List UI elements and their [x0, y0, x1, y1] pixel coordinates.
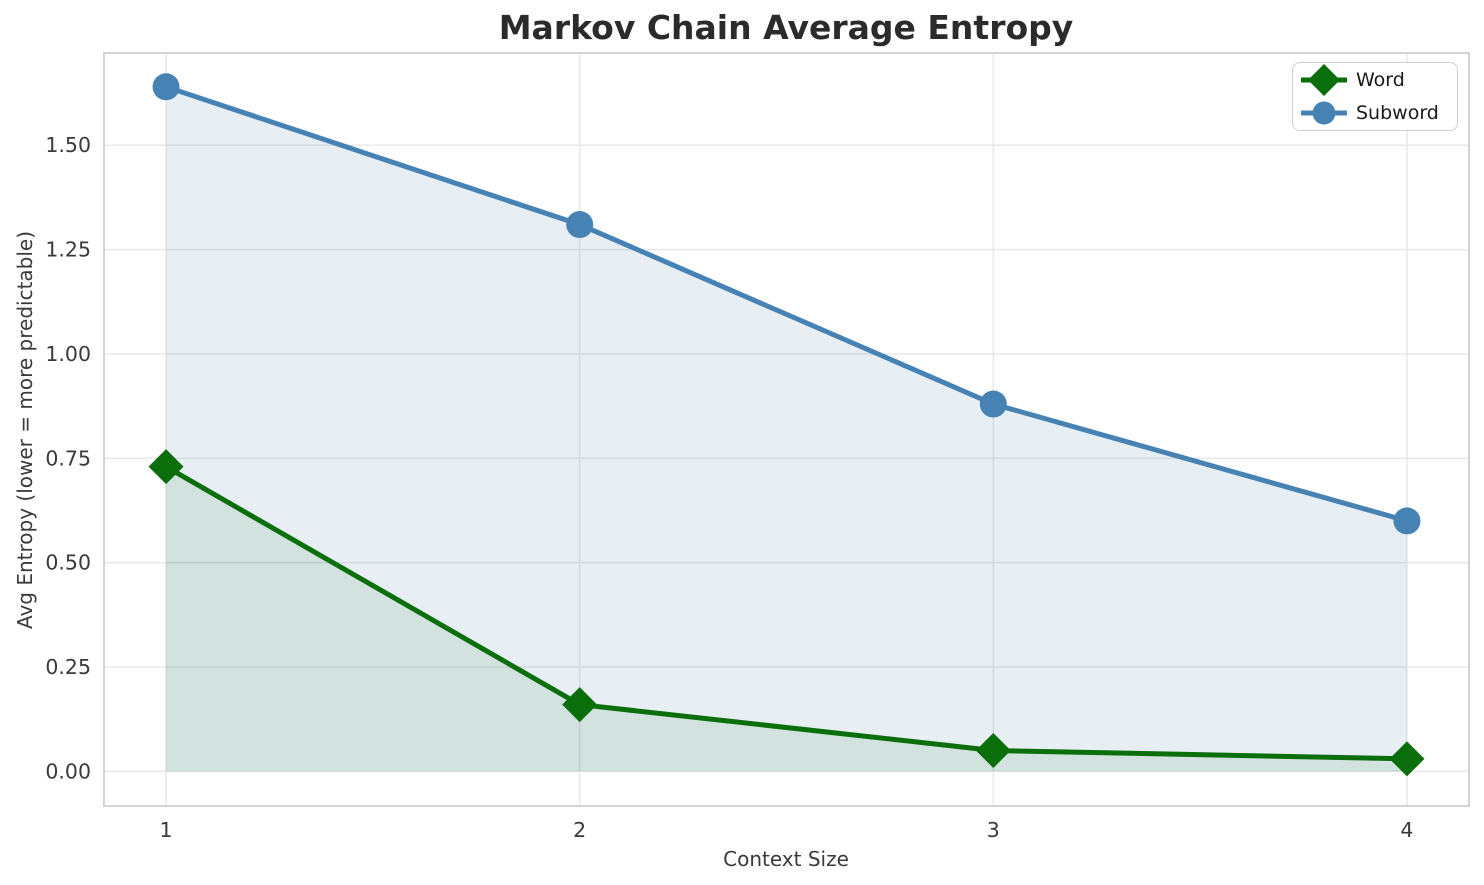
y-tick-label: 1.50 — [45, 133, 91, 157]
y-tick-label: 1.25 — [45, 238, 91, 262]
plot-background — [104, 53, 1469, 806]
marker-subword — [979, 390, 1007, 418]
legend-item-subword: Subword — [1301, 97, 1457, 129]
marker-word — [148, 449, 184, 485]
marker-subword — [566, 211, 594, 239]
y-tick-label: 0.25 — [45, 655, 91, 679]
marker-subword — [152, 73, 180, 101]
x-tick-label: 2 — [573, 818, 586, 842]
axes-frame — [103, 52, 1470, 807]
y-tick-label: 1.00 — [45, 342, 91, 366]
legend: Word Subword — [1292, 62, 1458, 131]
area-fill-word — [166, 466, 1407, 772]
y-tick-label: 0.50 — [45, 551, 91, 575]
marker-word — [562, 687, 598, 723]
word-series-diamond-icon — [1301, 64, 1347, 96]
x-tick-label: 4 — [1400, 818, 1413, 842]
y-tick-label: 0.75 — [45, 446, 91, 470]
x-tick-label: 1 — [160, 818, 173, 842]
line-word — [163, 464, 1410, 762]
legend-label-subword: Subword — [1356, 102, 1439, 124]
x-axis-label: Context Size — [723, 847, 849, 871]
y-axis-label: Avg Entropy (lower = more predictable) — [13, 230, 37, 630]
line-subword — [163, 84, 1410, 524]
chart-title: Markov Chain Average Entropy — [498, 8, 1074, 47]
subword-series-circle-icon — [1301, 101, 1347, 125]
marker-word — [975, 732, 1011, 768]
legend-label-word: Word — [1356, 69, 1405, 91]
y-tick-label: 0.00 — [45, 759, 91, 783]
area-fill-subword — [166, 86, 1407, 772]
x-tick-label: 3 — [987, 818, 1000, 842]
legend-item-word: Word — [1301, 64, 1457, 96]
marker-subword — [1393, 507, 1421, 535]
marker-word — [1389, 741, 1425, 777]
